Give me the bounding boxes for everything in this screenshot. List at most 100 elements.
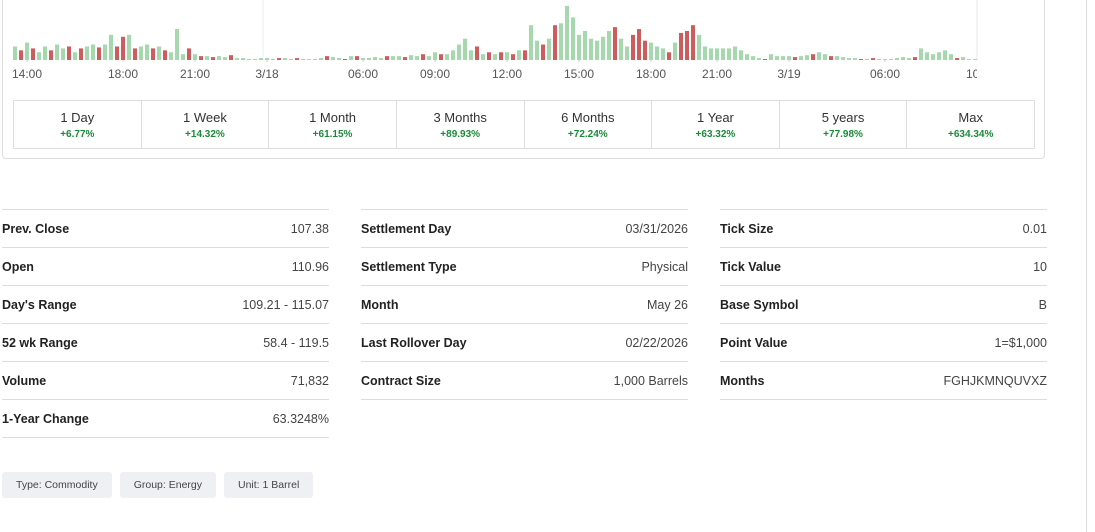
bar [169, 52, 173, 60]
bar [67, 46, 71, 60]
period-selector: 1 Day +6.77% 1 Week +14.32% 1 Month +61.15% 3 … [13, 100, 1035, 149]
stat-value: 1=$1,000 [994, 335, 1047, 350]
bar [721, 48, 725, 60]
period-button[interactable]: 5 years +77.98% [780, 101, 908, 148]
bar [361, 58, 365, 60]
bar [889, 59, 893, 60]
bar [835, 56, 839, 60]
bar [703, 46, 707, 60]
bar [595, 40, 599, 60]
stat-value: 0.01 [1022, 221, 1047, 236]
stat-label: Last Rollover Day [361, 335, 467, 350]
bar [295, 58, 299, 60]
bar [115, 46, 119, 60]
stat-value: FGHJKMNQUVXZ [943, 373, 1047, 388]
bar [175, 29, 179, 60]
bar [373, 57, 377, 60]
bar [949, 54, 953, 60]
stat-label: Prev. Close [2, 221, 70, 236]
bar [163, 50, 167, 60]
bar [637, 29, 641, 60]
x-tick-label: 09:00 [420, 67, 450, 81]
bar [313, 59, 317, 60]
bar [907, 58, 911, 60]
stat-label: Contract Size [361, 373, 441, 388]
bars [13, 5, 977, 61]
bar [223, 57, 227, 60]
bar [343, 59, 347, 60]
period-button[interactable]: 1 Week +14.32% [142, 101, 270, 148]
bar [379, 58, 383, 60]
bar [709, 48, 713, 60]
bar [829, 56, 833, 60]
bar [589, 38, 593, 60]
bar [805, 55, 809, 60]
bar [961, 57, 965, 60]
period-label: 3 Months [433, 110, 487, 125]
bar [229, 55, 233, 60]
x-tick-label: 06:00 [348, 67, 378, 81]
bar [367, 58, 371, 60]
bar [109, 34, 113, 60]
stat-value: 58.4 - 119.5 [263, 335, 329, 350]
bar [181, 54, 185, 60]
period-label: 1 Day [60, 110, 95, 125]
x-tick-label: 10:00 [966, 67, 996, 81]
bar [31, 48, 35, 60]
bar [901, 57, 905, 60]
period-button[interactable]: 6 Months +72.24% [525, 101, 653, 148]
stat-value: 109.21 - 115.07 [242, 297, 329, 312]
bar [301, 59, 305, 60]
tag[interactable]: Type: Commodity [2, 472, 112, 498]
bar [73, 52, 77, 60]
bar [337, 58, 341, 60]
bar [811, 54, 815, 60]
period-change: +6.77% [60, 129, 95, 140]
bar [883, 59, 887, 60]
bar [919, 48, 923, 60]
stat-row: Contract Size 1,000 Barrels [361, 361, 688, 400]
bar [511, 54, 515, 60]
bar [61, 48, 65, 60]
stat-value: Physical [641, 259, 688, 274]
stat-row: Settlement Type Physical [361, 247, 688, 285]
bar [943, 50, 947, 60]
bar [133, 48, 137, 60]
bar [955, 58, 959, 60]
bar [679, 32, 683, 60]
bar [199, 56, 203, 60]
bar [433, 52, 437, 60]
x-tick-label: 06:00 [870, 67, 900, 81]
period-button[interactable]: 1 Month +61.15% [269, 101, 397, 148]
stat-value: 10 [1033, 259, 1047, 274]
bar [187, 48, 191, 60]
period-button[interactable]: 3 Months +89.93% [397, 101, 525, 148]
bar [91, 44, 95, 60]
bar [49, 50, 53, 60]
tag[interactable]: Unit: 1 Barrel [224, 472, 314, 498]
stat-value: 02/22/2026 [625, 335, 688, 350]
period-button[interactable]: 1 Day +6.77% [14, 101, 142, 148]
tag[interactable]: Group: Energy [119, 472, 216, 498]
stat-row: Tick Size 0.01 [720, 209, 1047, 247]
stat-value: 1,000 Barrels [613, 373, 688, 388]
bar [547, 38, 551, 60]
bar [277, 58, 281, 60]
bar [739, 50, 743, 60]
x-tick-label: 14:00 [12, 67, 42, 81]
stat-row: Base Symbol B [720, 285, 1047, 323]
chart-panel [2, 0, 1045, 159]
bar [565, 5, 569, 60]
bar [817, 52, 821, 60]
period-button[interactable]: 1 Year +63.32% [652, 101, 780, 148]
stat-label: Day's Range [2, 297, 77, 312]
bar [853, 58, 857, 60]
bar [559, 23, 563, 60]
x-tick-label: 21:00 [702, 67, 732, 81]
stat-row: Day's Range 109.21 - 115.07 [2, 285, 329, 323]
bar [445, 54, 449, 60]
period-button[interactable]: Max +634.34% [907, 101, 1034, 148]
bar [535, 40, 539, 60]
bar [895, 58, 899, 60]
stat-label: Months [720, 373, 765, 388]
